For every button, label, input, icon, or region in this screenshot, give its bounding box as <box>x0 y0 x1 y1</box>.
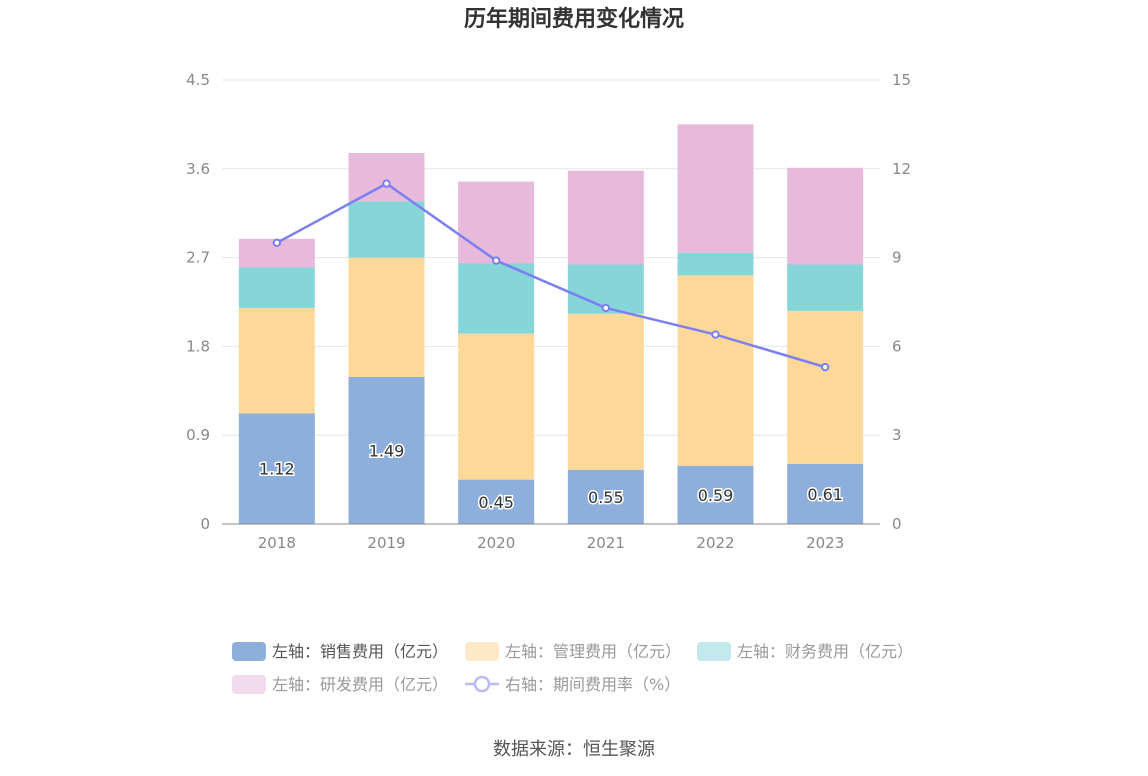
bar-segment <box>238 307 315 414</box>
legend-label: 右轴：期间费用率（%） <box>505 675 680 694</box>
x-tick-label: 2018 <box>258 534 296 552</box>
bar-segment <box>348 153 425 202</box>
bar-segment <box>567 170 644 265</box>
chart-title: 历年期间费用变化情况 <box>464 6 684 32</box>
x-tick-label: 2019 <box>367 534 405 552</box>
bar-series <box>238 124 864 524</box>
bar-value-label: 0.61 <box>807 485 843 504</box>
right-tick-label: 15 <box>892 71 911 89</box>
legend-swatch <box>697 642 731 661</box>
bar-segment <box>238 413 315 524</box>
bar-segment <box>677 465 754 524</box>
legend-swatch <box>232 675 266 694</box>
bar-segment <box>567 469 644 524</box>
left-tick-label: 2.7 <box>186 249 210 267</box>
rate-point <box>601 303 611 313</box>
bar-segment <box>458 333 535 480</box>
legend-label: 左轴：研发费用（亿元） <box>272 675 448 694</box>
x-axis: 2018 2019 2020 2021 2022 2023 <box>222 523 880 552</box>
bar-segment <box>677 124 754 253</box>
rate-line <box>276 182 826 369</box>
right-tick-label: 12 <box>892 160 911 178</box>
right-tick-label: 6 <box>892 337 902 355</box>
bar-segment <box>787 167 864 265</box>
bar-segment <box>567 313 644 470</box>
bar-segment <box>238 267 315 308</box>
rate-point <box>272 238 282 248</box>
bar-segment <box>787 463 864 524</box>
bar-segment <box>348 201 425 258</box>
x-tick-label: 2020 <box>477 534 515 552</box>
legend-label: 左轴：销售费用（亿元） <box>272 642 448 661</box>
legend-line-marker <box>473 675 491 693</box>
bar-segment <box>348 257 425 377</box>
data-source: 数据来源：恒生聚源 <box>493 739 655 760</box>
right-tick-label: 9 <box>892 249 902 267</box>
left-tick-label: 1.8 <box>186 337 210 355</box>
bar-segment <box>348 376 425 524</box>
bar-value-label: 1.49 <box>369 441 405 460</box>
legend-label: 左轴：管理费用（亿元） <box>505 642 681 661</box>
x-tick-label: 2022 <box>696 534 734 552</box>
left-tick-label: 4.5 <box>186 71 210 89</box>
bar-segment <box>458 263 535 334</box>
right-tick-label: 0 <box>892 515 902 533</box>
right-axis: 0 3 6 9 12 15 <box>892 71 911 533</box>
bar-segment <box>458 479 535 524</box>
rate-line-series <box>272 179 830 372</box>
x-tick-label: 2023 <box>806 534 844 552</box>
left-tick-label: 3.6 <box>186 160 210 178</box>
bar-value-label: 0.55 <box>588 488 624 507</box>
x-tick-label: 2021 <box>587 534 625 552</box>
left-axis: 0 0.9 1.8 2.7 3.6 4.5 <box>186 71 210 533</box>
rate-point <box>382 179 391 188</box>
legend-swatch <box>232 642 266 661</box>
bar-segment <box>787 310 864 464</box>
right-tick-label: 3 <box>892 426 902 444</box>
bar-segment <box>458 181 535 264</box>
bar-segment <box>677 252 754 276</box>
legend: 左轴：销售费用（亿元） 左轴：管理费用（亿元） 左轴：财务费用（亿元） 左轴：研发费用… <box>232 642 913 694</box>
grid-lines <box>222 79 880 436</box>
rate-point <box>820 362 830 372</box>
rate-point <box>491 256 501 265</box>
bar-segment <box>787 264 864 311</box>
bar-data-labels: 1.12 1.49 0.45 0.55 0.59 0.61 <box>258 440 845 513</box>
left-tick-label: 0.9 <box>186 426 210 444</box>
bar-value-label: 1.12 <box>259 460 295 479</box>
left-tick-label: 0 <box>200 515 210 533</box>
bar-value-label: 0.45 <box>478 493 514 512</box>
legend-swatch <box>465 642 499 661</box>
bar-value-label: 0.59 <box>698 486 734 505</box>
bar-segment <box>677 275 754 466</box>
rate-point <box>711 330 720 339</box>
legend-label: 左轴：财务费用（亿元） <box>737 642 913 661</box>
